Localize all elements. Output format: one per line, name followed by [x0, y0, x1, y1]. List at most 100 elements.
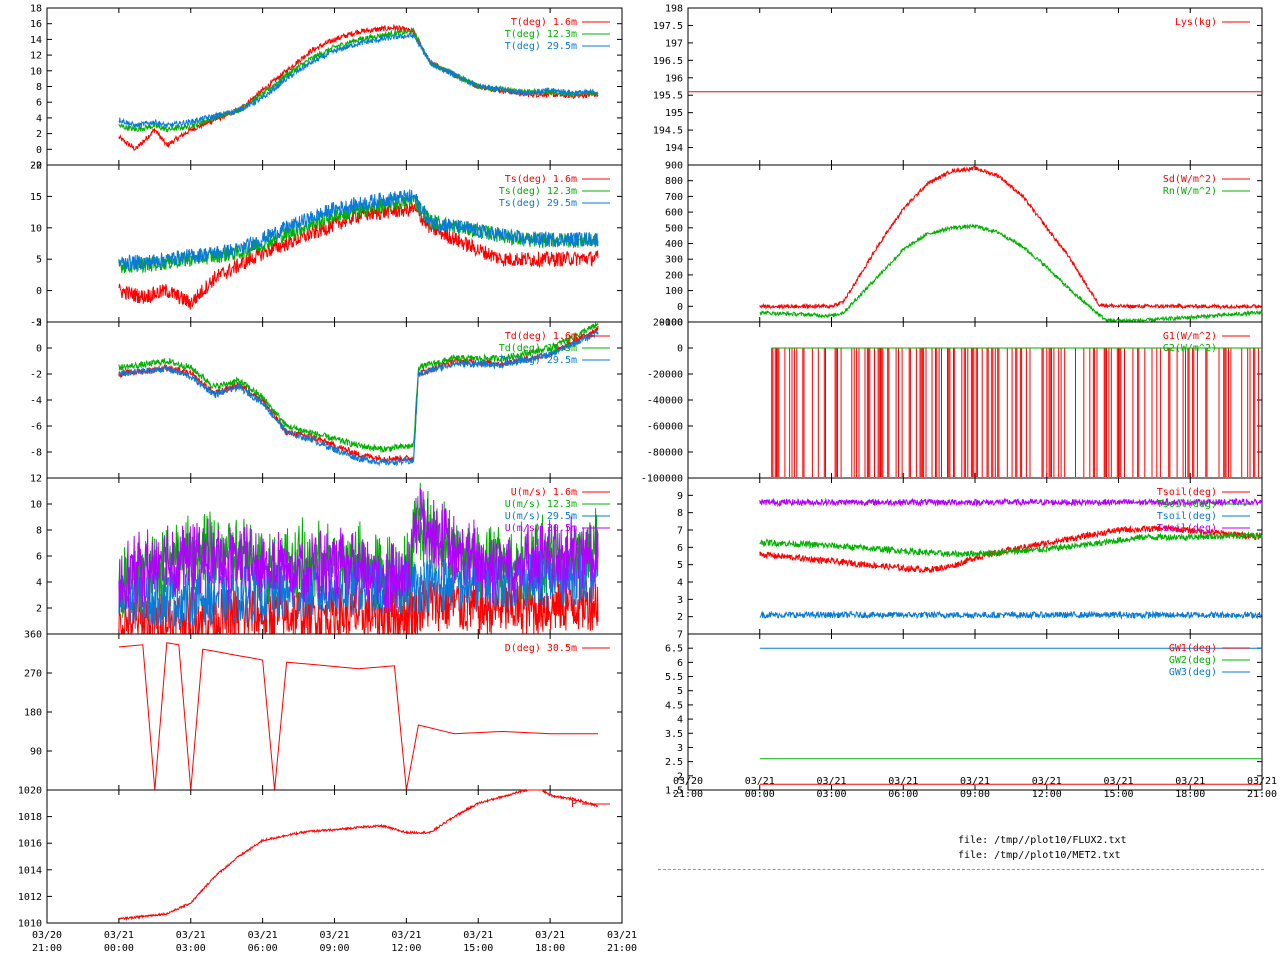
y-tick-label: 0 — [677, 344, 683, 355]
y-tick-label: 1016 — [18, 839, 42, 850]
y-tick-label: 2 — [677, 612, 683, 623]
x-tick-time: 09:00 — [319, 943, 349, 954]
y-tick-label: 1018 — [18, 812, 42, 823]
x-tick-date: 03/21 — [607, 930, 637, 941]
legend-label: U(m/s) 1.6m — [511, 487, 577, 498]
panel-3: 2 4 6 8 10 12 U(m/s) 1.6mU(m/s) 12.3mU(m/s) 29… — [30, 474, 623, 636]
legend-label: Td(deg) 29.5m — [499, 355, 577, 366]
panel-5: 1010 1012 1014 1016 1018 1020 P — [18, 786, 623, 930]
y-tick-label: 197 — [665, 38, 683, 49]
y-tick-label: 2.5 — [665, 757, 683, 768]
legend-label: D(deg) 30.5m — [505, 643, 577, 654]
y-tick-label: -5 — [30, 318, 42, 329]
y-tick-label: 198 — [665, 4, 683, 15]
y-tick-label: 270 — [24, 669, 42, 680]
panel-frame — [46, 633, 623, 791]
y-tick-label: 4 — [677, 578, 683, 589]
series-line-green — [118, 321, 599, 453]
panel-frame — [46, 7, 623, 166]
x-tick-time: 06:00 — [888, 789, 918, 800]
y-tick-label: -8 — [30, 448, 42, 459]
panel-10: 1.5 2 2.5 3 3.5 4 4.5 5 5.5 6 6.5 7 GW1(deg)GW2(deg)… — [665, 630, 1263, 797]
y-tick-label: 0 — [36, 145, 42, 156]
y-tick-label: 12 — [30, 474, 42, 485]
legend-label: GW3(deg) — [1169, 667, 1217, 678]
panel-frame — [687, 633, 1263, 791]
x-tick-date: 03/21 — [535, 930, 565, 941]
y-tick-label: -2 — [30, 370, 42, 381]
x-tick-date: 03/21 — [319, 930, 349, 941]
legend-label: P — [571, 799, 577, 810]
panel-0: -2 0 2 4 6 8 10 12 14 16 18 T(deg) 1.6mT(deg) 12.3m… — [30, 4, 623, 172]
x-tick-time: 00:00 — [745, 789, 775, 800]
y-tick-label: 4 — [36, 578, 42, 589]
panel-4: 90 180 270 360 D(deg) 30.5m — [24, 630, 623, 791]
y-tick-label: 900 — [665, 161, 683, 172]
y-tick-label: 20 — [30, 161, 42, 172]
series-line-purple — [759, 497, 1263, 508]
y-tick-label: 10 — [30, 66, 42, 77]
y-tick-label: 300 — [665, 255, 683, 266]
y-tick-label: 5.5 — [665, 672, 683, 683]
panel-8: -100000 -80000 -60000 -40000 -20000 0 20000 G1(… — [641, 318, 1263, 485]
y-tick-label: 15 — [30, 192, 42, 203]
y-tick-label: -100 — [659, 318, 683, 329]
x-tick-time: 15:00 — [1103, 789, 1133, 800]
series-line-red — [118, 202, 599, 310]
x-tick-time: 21:00 — [32, 943, 62, 954]
x-tick-date: 03/21 — [391, 930, 421, 941]
y-tick-label: -100000 — [641, 474, 683, 485]
legend-label: T(deg) 12.3m — [505, 29, 577, 40]
y-tick-label: 195.5 — [653, 91, 683, 102]
x-tick-date: 03/20 — [673, 776, 703, 787]
y-tick-label: 5 — [677, 686, 683, 697]
legend-label: Ts(deg) 29.5m — [499, 198, 577, 209]
x-tick-date: 03/21 — [1175, 776, 1205, 787]
y-tick-label: 197.5 — [653, 21, 683, 32]
x-tick-date: 03/21 — [104, 930, 134, 941]
x-tick-time: 00:00 — [104, 943, 134, 954]
y-tick-label: 600 — [665, 208, 683, 219]
series-line-red — [759, 165, 1263, 311]
x-tick-date: 03/21 — [248, 930, 278, 941]
series-line-blue — [118, 32, 599, 129]
y-tick-label: 10 — [30, 500, 42, 511]
y-tick-label: 4 — [36, 113, 42, 124]
panel-6: 194 194.5 195 195.5 196 196.5 197 197.5 198 Lys(k… — [653, 4, 1263, 166]
legend-label: GW2(deg) — [1169, 655, 1217, 666]
y-tick-label: -2 — [30, 161, 42, 172]
x-tick-time: 21:00 — [1247, 789, 1277, 800]
y-tick-label: 196.5 — [653, 56, 683, 67]
y-tick-label: -6 — [30, 422, 42, 433]
y-tick-label: 6 — [36, 98, 42, 109]
y-tick-label: 7 — [677, 526, 683, 537]
y-tick-label: -60000 — [647, 422, 683, 433]
y-tick-label: 1.5 — [665, 786, 683, 797]
series-line-blue — [118, 189, 599, 270]
legend-label: U(m/s) 29.5m — [505, 511, 577, 522]
x-tick-date: 03/21 — [816, 776, 846, 787]
x-tick-date: 03/21 — [745, 776, 775, 787]
x-tick-time: 12:00 — [1032, 789, 1062, 800]
y-tick-label: 18 — [30, 4, 42, 15]
panel-frame — [687, 164, 1263, 323]
x-tick-date: 03/21 — [1032, 776, 1062, 787]
panel-7: -100 0 100 200 300 400 500 600 700 800 900 Sd(W/m^2… — [659, 161, 1263, 329]
legend-label: Td(deg) 12.3m — [499, 343, 577, 354]
y-tick-label: 14 — [30, 35, 42, 46]
series-line-red — [118, 642, 598, 791]
y-tick-label: 700 — [665, 192, 683, 203]
x-tick-time: 12:00 — [391, 943, 421, 954]
y-tick-label: 6 — [677, 658, 683, 669]
y-tick-label: 0 — [36, 344, 42, 355]
y-tick-label: -4 — [30, 396, 42, 407]
y-tick-label: 7 — [677, 630, 683, 641]
y-tick-label: 6 — [36, 552, 42, 563]
file-line-flux: file: /tmp//plot10/FLUX2.txt — [958, 835, 1127, 846]
series-line-red — [118, 574, 599, 636]
x-tick-date: 03/21 — [960, 776, 990, 787]
